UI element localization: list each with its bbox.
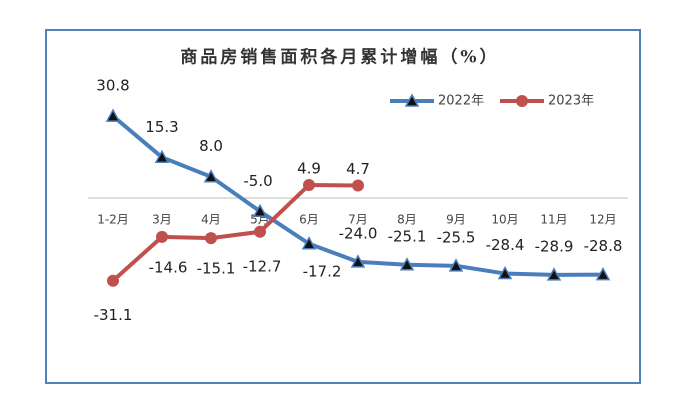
data-label: -31.1 xyxy=(94,306,133,324)
data-label: 8.0 xyxy=(199,137,223,155)
legend-label: 2023年 xyxy=(548,94,594,109)
x-tick-label: 9月 xyxy=(446,213,466,227)
data-label: -28.9 xyxy=(535,237,574,255)
x-tick-label: 12月 xyxy=(589,213,616,227)
point-marker xyxy=(399,257,415,271)
point-marker xyxy=(254,225,266,238)
point-marker xyxy=(350,254,366,268)
x-tick-label: 8月 xyxy=(397,213,417,227)
data-label: -14.6 xyxy=(149,258,188,276)
data-label: 15.3 xyxy=(145,118,178,136)
chart-title: 商品房销售面积各月累计增幅（%） xyxy=(180,47,499,68)
data-label: -12.7 xyxy=(243,257,282,275)
data-label: -25.5 xyxy=(437,228,476,246)
data-label: -24.0 xyxy=(339,224,378,242)
x-tick-label: 1-2月 xyxy=(97,213,129,227)
data-label: -28.4 xyxy=(486,236,525,254)
x-tick-label: 6月 xyxy=(299,213,319,227)
x-tick-label: 7月 xyxy=(348,213,368,227)
point-marker xyxy=(546,267,562,281)
x-tick-label: 11月 xyxy=(540,213,567,227)
point-marker xyxy=(595,267,611,281)
point-marker xyxy=(154,149,170,164)
chart-border xyxy=(45,29,641,384)
x-tick-label: 10月 xyxy=(491,213,518,227)
point-marker xyxy=(497,265,513,280)
data-label: -5.0 xyxy=(243,172,272,190)
series-line xyxy=(111,182,359,283)
data-label: -25.1 xyxy=(388,227,427,245)
point-marker xyxy=(205,232,217,245)
data-label: 30.8 xyxy=(96,77,129,95)
data-label: 4.7 xyxy=(346,160,370,178)
x-tick-label: 4月 xyxy=(201,213,221,227)
point-marker xyxy=(203,169,219,183)
point-marker xyxy=(448,258,464,272)
point-marker xyxy=(352,179,364,192)
data-label: -17.2 xyxy=(303,262,342,280)
point-marker xyxy=(156,230,168,243)
point-marker xyxy=(107,274,119,287)
data-label: 4.9 xyxy=(297,159,321,177)
point-marker xyxy=(303,178,315,191)
data-label: -28.8 xyxy=(584,237,623,255)
legend-marker xyxy=(404,93,420,107)
x-tick-label: 3月 xyxy=(152,213,172,227)
point-marker xyxy=(301,236,317,250)
legend-label: 2022年 xyxy=(438,94,484,109)
point-marker xyxy=(252,203,268,218)
legend-marker xyxy=(516,95,528,107)
data-label: -15.1 xyxy=(197,260,236,278)
point-marker xyxy=(105,108,121,122)
